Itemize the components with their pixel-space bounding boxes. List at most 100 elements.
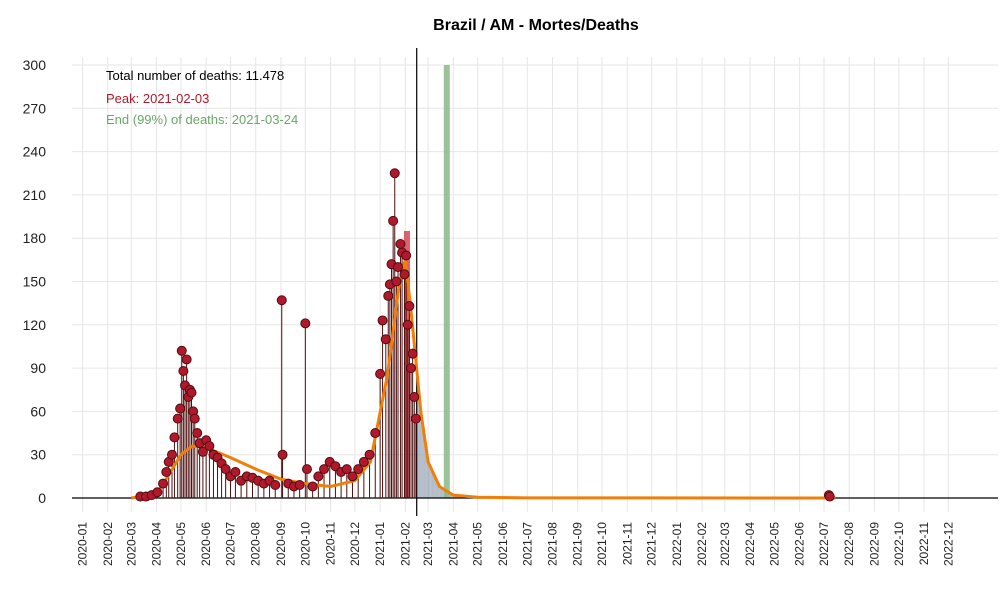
observed-point: [294, 480, 305, 491]
observed-point: [220, 464, 231, 475]
observed-point: [824, 491, 835, 502]
observed-point: [277, 449, 288, 460]
x-tick-label: 2022-11: [917, 522, 931, 565]
x-tick-label: 2022-08: [842, 522, 856, 566]
x-tick-label: 2021-07: [520, 522, 534, 566]
y-tick-labels: 0 30 60 90 120 150 180 210 240 270 300: [23, 57, 47, 506]
observed-point: [389, 168, 400, 179]
x-tick-label: 2021-11: [620, 522, 634, 565]
x-tick-label: 2022-09: [867, 522, 881, 566]
highlight-bars: [403, 65, 450, 498]
observed-point: [399, 269, 410, 280]
observed-point: [347, 471, 358, 482]
observed-point: [364, 449, 375, 460]
x-tick-label: 2020-11: [324, 522, 338, 565]
observed-point: [166, 449, 177, 460]
observed-point: [197, 446, 208, 457]
observed-point: [380, 334, 391, 345]
x-tick-label: 2022-07: [817, 522, 831, 566]
x-tick-label: 2020-12: [348, 522, 362, 566]
x-tick-label: 2022-10: [892, 522, 906, 566]
x-tick-label: 2020-05: [174, 522, 188, 566]
y-tick-label: 270: [23, 100, 47, 116]
observed-point: [358, 456, 369, 467]
y-tick-label: 0: [38, 490, 46, 506]
y-tick-label: 30: [30, 447, 46, 463]
x-tick-labels: 2020-01 2020-02 2020-03 2020-04 2020-05 2020-…: [76, 522, 956, 566]
observed-point: [313, 471, 324, 482]
x-tick-label: 2020-02: [101, 522, 115, 566]
observed-point: [176, 345, 187, 356]
observed-point: [230, 467, 241, 478]
observed-point: [301, 464, 312, 475]
y-tick-label: 150: [23, 274, 47, 290]
chart-title: Brazil / AM - Mortes/Deaths: [433, 17, 639, 34]
observed-point: [192, 428, 203, 439]
y-tick-label: 60: [30, 403, 46, 419]
x-tick-label: 2020-07: [224, 522, 238, 566]
observed-point: [383, 290, 394, 301]
observed-point: [152, 487, 163, 498]
annotation-peak: Peak: 2021-02-03: [106, 91, 209, 106]
observed-point: [204, 441, 215, 452]
x-tick-label: 2022-12: [941, 522, 955, 566]
observed-point: [377, 315, 388, 326]
x-tick-label: 2020-03: [124, 522, 138, 566]
fitted-line-series: [131, 258, 836, 500]
y-tick-label: 120: [23, 317, 47, 333]
observed-points: [135, 168, 835, 502]
x-tick-label: 2020-04: [150, 522, 164, 566]
observed-point: [307, 481, 318, 492]
y-tick-label: 90: [30, 360, 46, 376]
observed-point: [341, 464, 352, 475]
observed-point: [186, 387, 197, 398]
observed-stems: [139, 173, 831, 498]
x-tick-label: 2022-06: [793, 522, 807, 566]
observed-point: [410, 413, 421, 424]
x-tick-label: 2022-04: [743, 522, 757, 566]
observed-point: [161, 467, 172, 478]
x-tick-label: 2022-05: [767, 522, 781, 566]
observed-point: [172, 413, 183, 424]
observed-point: [406, 363, 417, 374]
x-tick-label: 2020-10: [298, 522, 312, 566]
x-tick-label: 2021-04: [446, 522, 460, 566]
x-tick-label: 2021-01: [373, 522, 387, 566]
observed-point: [175, 403, 186, 414]
x-tick-label: 2021-03: [421, 522, 435, 566]
observed-point: [404, 301, 415, 312]
y-tick-label: 180: [23, 230, 47, 246]
fitted-line: [131, 258, 836, 500]
grid: [72, 57, 998, 512]
annotation-end: End (99%) of deaths: 2021-03-24: [106, 112, 298, 127]
observed-point: [300, 318, 311, 329]
observed-point: [270, 480, 281, 491]
peak-bar: [403, 230, 410, 498]
x-tick-label: 2022-01: [670, 522, 684, 566]
x-tick-label: 2020-01: [76, 522, 90, 566]
observed-point: [395, 238, 406, 249]
observed-point: [375, 368, 386, 379]
observed-point: [158, 478, 169, 489]
observed-point: [178, 365, 189, 376]
x-tick-label: 2021-05: [471, 522, 485, 566]
x-tick-label: 2021-06: [496, 522, 510, 566]
x-tick-label: 2020-08: [249, 522, 263, 566]
observed-point: [401, 250, 412, 261]
x-tick-label: 2022-02: [695, 522, 709, 566]
x-tick-label: 2020-06: [199, 522, 213, 566]
observed-point: [409, 391, 420, 402]
end-bar: [443, 65, 450, 498]
x-tick-label: 2021-02: [398, 522, 412, 566]
observed-point: [393, 262, 404, 273]
y-tick-label: 300: [23, 57, 47, 73]
x-tick-label: 2021-09: [571, 522, 585, 566]
observed-point: [353, 464, 364, 475]
x-tick-label: 2020-09: [274, 522, 288, 566]
observed-point: [319, 464, 330, 475]
x-tick-label: 2021-08: [545, 522, 559, 566]
annotation-total-deaths: Total number of deaths: 11.478: [106, 68, 284, 83]
observed-point: [388, 215, 399, 226]
x-tick-label: 2021-10: [595, 522, 609, 566]
